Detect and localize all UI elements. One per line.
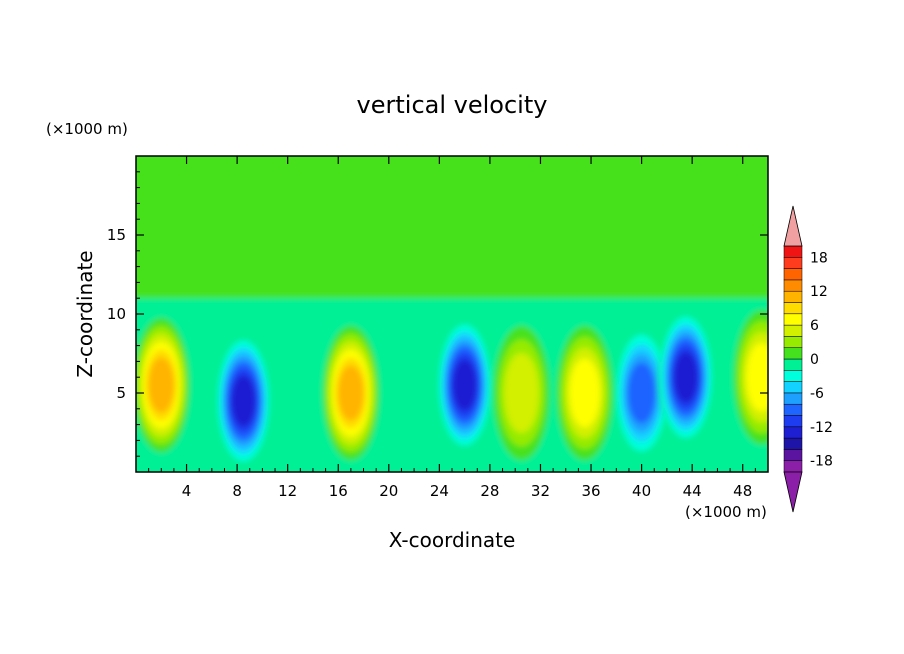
velocity-cell-9 [733,310,768,445]
colorbar-over-arrow [783,205,803,247]
y-axis-label: Z-coordinate [73,250,97,377]
colorbar-segment [783,381,803,394]
colorbar-tick-label: 18 [810,250,828,266]
contour-level [503,353,540,433]
colorbar-segment [783,336,803,348]
x-tick-label: 24 [430,482,449,500]
colorbar-segment [783,347,803,360]
colorbar-segment [783,290,803,303]
chart-title: vertical velocity [357,91,548,119]
colorbar-segment [783,370,803,382]
velocity-field [136,156,768,472]
colorbar-tick-label: -12 [810,420,833,436]
x-tick-label: 28 [480,482,499,500]
colorbar-segment [783,324,803,337]
colorbar-segment [783,245,803,258]
field-upper-layer [136,156,768,299]
x-tick-label: 40 [632,482,651,500]
x-unit-label: (×1000 m) [685,503,767,521]
contour-level [148,357,175,413]
x-tick-label: 32 [531,482,550,500]
velocity-cell-5 [493,325,550,461]
colorbar-tick-label: -6 [810,386,824,402]
y-axis: 5 10 15 [107,171,768,457]
colorbar-tick-label: 0 [810,352,819,368]
velocity-cell-6 [556,325,613,461]
colorbar: 18 12 6 0 -6 -12 -18 [783,205,833,513]
colorbar-segment [783,437,803,450]
x-axis: 4 8 12 16 20 24 28 32 36 40 44 48 [148,156,756,500]
velocity-cell-7 [613,325,670,461]
colorbar-segment [783,279,803,292]
colorbar-segment [783,313,803,326]
colorbar-segment [783,403,803,416]
x-tick-label: 12 [278,482,297,500]
x-tick-label: 36 [581,482,600,500]
y-unit-label: (×1000 m) [46,120,128,138]
colorbar-segment [783,257,803,269]
colorbar-segment [783,392,803,405]
colorbar-under-arrow [783,471,803,513]
x-tick-label: 20 [379,482,398,500]
colorbar-tick-label: 6 [810,318,819,334]
contour-level [231,375,256,427]
x-tick-label: 8 [232,482,242,500]
velocity-cell-8 [657,310,714,445]
colorbar-segment [783,415,803,428]
velocity-cell-4 [436,317,493,453]
x-tick-label: 16 [329,482,348,500]
colorbar-segment [783,426,803,439]
contour-level [338,365,364,421]
y-tick-label: 15 [107,226,126,244]
colorbar-tick-label: -18 [810,454,833,470]
velocity-cell-1 [136,317,190,453]
contour-level [627,362,656,424]
x-tick-label: 4 [182,482,192,500]
colorbar-segment [783,460,803,473]
colorbar-segment [783,268,803,281]
contour-level [746,343,768,412]
colorbar-segment [783,449,803,461]
colorbar-segment [783,302,803,315]
x-axis-label: X-coordinate [389,528,516,552]
velocity-cell-3 [322,325,379,461]
contour-level [452,359,477,411]
colorbar-segment [783,358,803,371]
colorbar-tick-label: 12 [810,284,828,300]
y-tick-label: 10 [107,305,126,323]
velocity-cell-2 [215,333,272,469]
x-tick-label: 48 [733,482,752,500]
contour-level [569,358,601,428]
contour-level [673,351,698,403]
y-tick-label: 5 [116,384,126,402]
x-tick-label: 44 [683,482,702,500]
